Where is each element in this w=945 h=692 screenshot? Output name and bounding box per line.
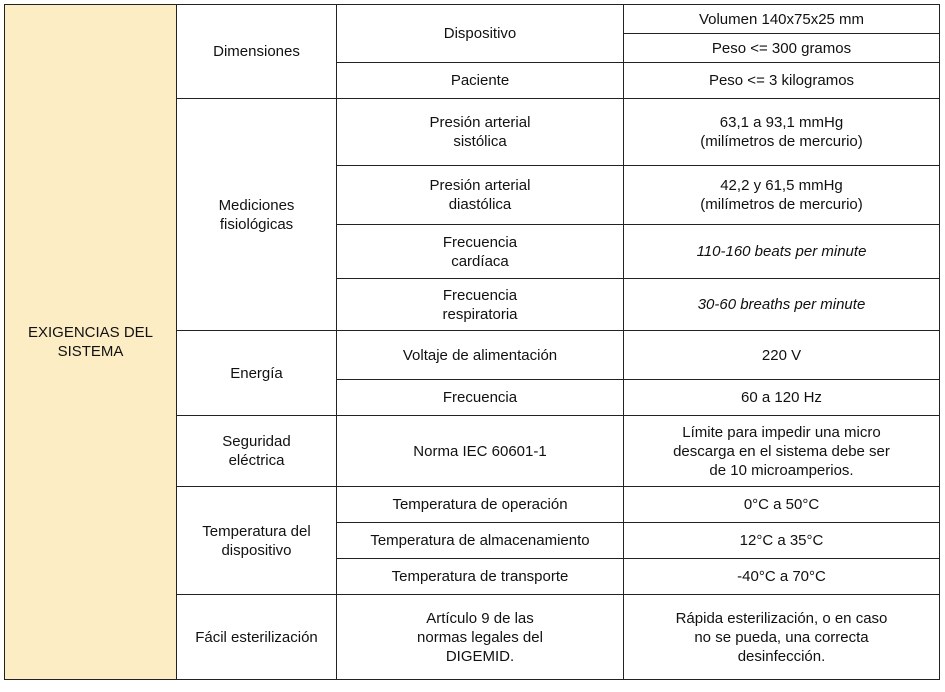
value-temp-operacion: 0°C a 50°C xyxy=(623,486,940,523)
param-presion-sistolica: Presión arterial sistólica xyxy=(336,98,624,166)
requirements-table: EXIGENCIAS DEL SISTEMA Dimensiones Dispo… xyxy=(4,4,940,680)
value-temp-transporte: -40°C a 70°C xyxy=(623,558,940,595)
param-frecuencia-cardiaca: Frecuencia cardíaca xyxy=(336,224,624,279)
category-esterilizacion: Fácil esterilización xyxy=(176,594,337,680)
value-norma-iec: Límite para impedir una micro descarga e… xyxy=(623,415,940,487)
value-frecuencia-respiratoria: 30-60 breaths per minute xyxy=(623,278,940,331)
value-peso-paciente: Peso <= 3 kilogramos xyxy=(623,62,940,99)
param-frecuencia-respiratoria: Frecuencia respiratoria xyxy=(336,278,624,331)
param-frecuencia: Frecuencia xyxy=(336,379,624,416)
value-frecuencia-cardiaca: 110-160 beats per minute xyxy=(623,224,940,279)
param-dispositivo: Dispositivo xyxy=(336,4,624,63)
category-energia: Energía xyxy=(176,330,337,416)
value-frecuencia: 60 a 120 Hz xyxy=(623,379,940,416)
category-dimensiones: Dimensiones xyxy=(176,4,337,99)
param-temp-almacenamiento: Temperatura de almacenamiento xyxy=(336,522,624,559)
system-requirements-header: EXIGENCIAS DEL SISTEMA xyxy=(4,4,177,680)
param-voltaje: Voltaje de alimentación xyxy=(336,330,624,380)
value-presion-diastolica: 42,2 y 61,5 mmHg (milímetros de mercurio… xyxy=(623,165,940,225)
param-articulo-digemid: Artículo 9 de las normas legales del DIG… xyxy=(336,594,624,680)
category-seguridad-electrica: Seguridad eléctrica xyxy=(176,415,337,487)
param-temp-operacion: Temperatura de operación xyxy=(336,486,624,523)
param-norma-iec: Norma IEC 60601-1 xyxy=(336,415,624,487)
param-temp-transporte: Temperatura de transporte xyxy=(336,558,624,595)
param-paciente: Paciente xyxy=(336,62,624,99)
value-voltaje: 220 V xyxy=(623,330,940,380)
value-esterilizacion: Rápida esterilización, o en caso no se p… xyxy=(623,594,940,680)
value-peso-dispositivo: Peso <= 300 gramos xyxy=(623,33,940,63)
value-presion-sistolica: 63,1 a 93,1 mmHg (milímetros de mercurio… xyxy=(623,98,940,166)
category-mediciones: Mediciones fisiológicas xyxy=(176,98,337,331)
value-volumen: Volumen 140x75x25 mm xyxy=(623,4,940,34)
category-temperatura: Temperatura del dispositivo xyxy=(176,486,337,595)
param-presion-diastolica: Presión arterial diastólica xyxy=(336,165,624,225)
value-temp-almacenamiento: 12°C a 35°C xyxy=(623,522,940,559)
